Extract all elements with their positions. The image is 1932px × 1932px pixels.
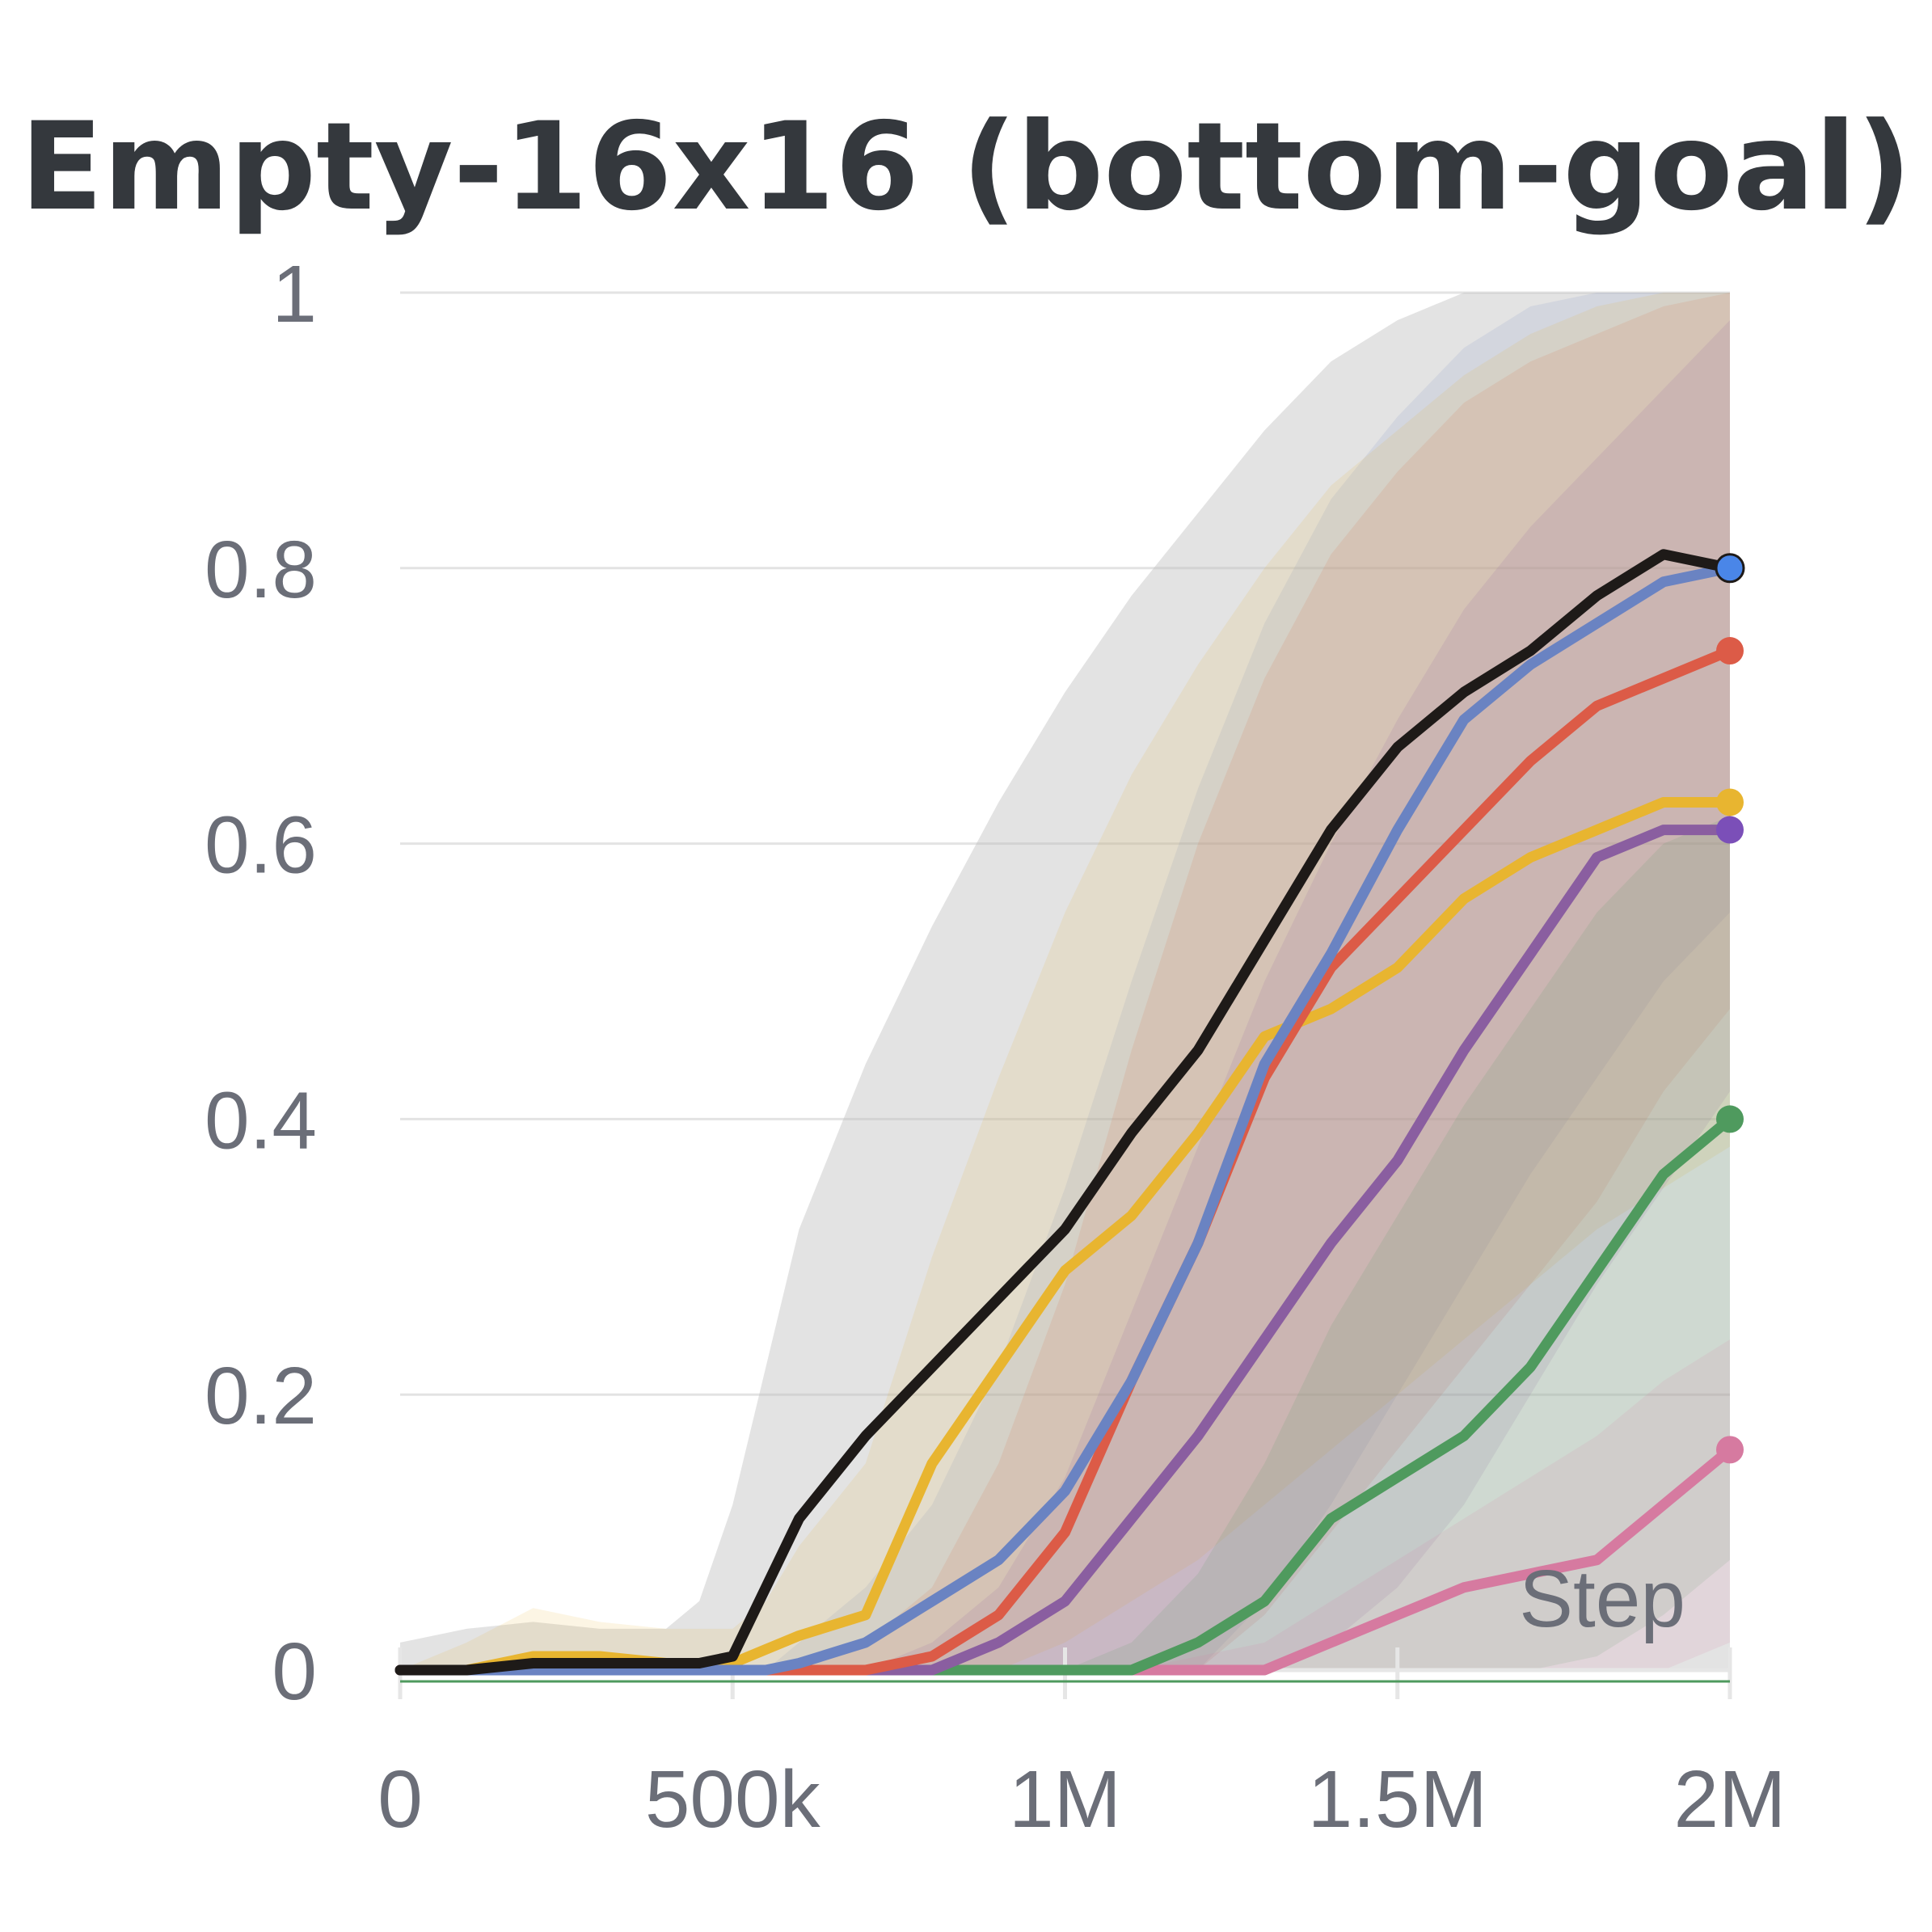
band-pink (400, 1339, 1730, 1670)
y-tick-label: 1 (272, 249, 317, 340)
series-line-blue (394, 563, 1736, 1676)
y-tick-label: 0 (272, 1626, 317, 1717)
x-tick-label: 2M (1674, 1754, 1786, 1845)
y-tick-label: 0.8 (205, 525, 317, 615)
x-tick-label: 1M (1009, 1754, 1121, 1845)
band-blue (400, 293, 1730, 1670)
band-purple (400, 320, 1730, 1671)
end-marker-yellow (1716, 788, 1744, 816)
x-tick-label: 500k (645, 1754, 821, 1845)
end-markers (1715, 553, 1745, 1464)
end-marker-purple (1716, 816, 1744, 844)
y-tick-labels: 0 0.2 0.4 0.6 0.8 1 (205, 249, 317, 1717)
x-tick-labels: 0 500k 1M 1.5M 2M (378, 1754, 1786, 1845)
band-yellow (400, 293, 1730, 1670)
chart-title: Empty-16x16 (bottom-goal) (20, 97, 1912, 238)
end-marker-green (1716, 1105, 1744, 1133)
series-lines (394, 549, 1736, 1683)
band-red (400, 293, 1730, 1670)
series-line-black (394, 549, 1736, 1676)
end-marker-pink (1716, 1436, 1744, 1464)
y-tick-label: 0.4 (205, 1075, 317, 1166)
y-tick-label: 0.6 (205, 800, 317, 891)
y-tick-label: 0.2 (205, 1351, 317, 1441)
band-black (400, 293, 1730, 1670)
confidence-bands (400, 293, 1730, 1671)
x-tick-label: 0 (378, 1754, 423, 1845)
end-marker-red (1716, 637, 1744, 665)
x-tick-label: 1.5M (1308, 1754, 1487, 1845)
x-axis-label: Step (1519, 1554, 1685, 1644)
end-marker-blue (1715, 553, 1745, 584)
band-green (400, 816, 1730, 1670)
